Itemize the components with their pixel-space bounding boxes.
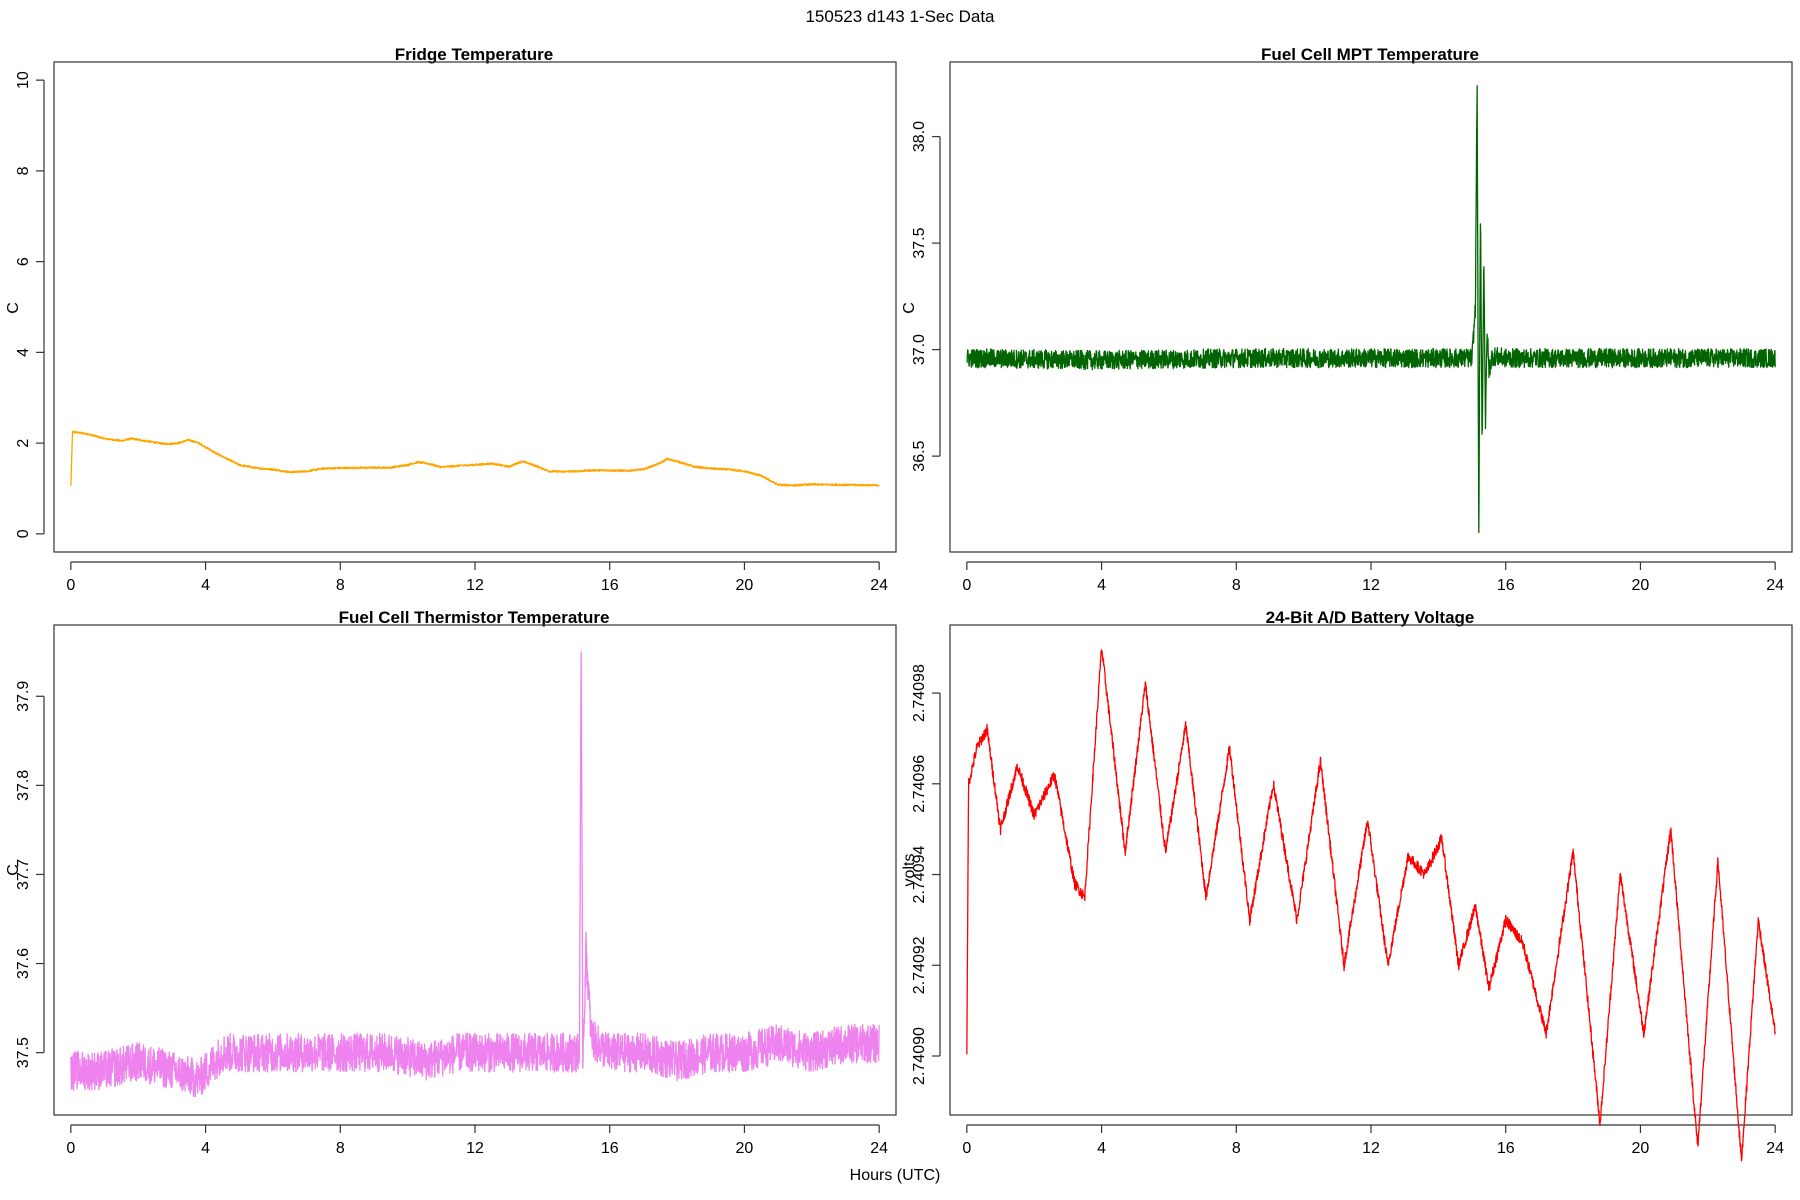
y-tick-label: 2.74092	[911, 936, 928, 994]
y-tick-label: 37.8	[15, 770, 32, 801]
panel-title: Fridge Temperature	[395, 45, 553, 64]
y-tick-label: 2.74090	[911, 1027, 928, 1085]
y-axis: 36.5 37.0 37.5 38.0	[911, 121, 941, 472]
x-tick-label: 20	[736, 577, 754, 594]
x-tick-label: 12	[466, 1140, 484, 1157]
y-axis-label: C	[901, 302, 918, 314]
y-tick-label: 0	[15, 529, 32, 538]
x-tick-label: 20	[1632, 1140, 1650, 1157]
panel-title: Fuel Cell MPT Temperature	[1261, 45, 1479, 64]
plot-frame	[949, 624, 1793, 1116]
y-tick-label: 10	[15, 71, 32, 89]
y-axis: 0 2 4 6 8 10	[15, 71, 45, 538]
x-tick-label: 8	[336, 1140, 345, 1157]
x-axis: 0 4 8 12 16 20 24	[66, 1124, 888, 1157]
x-tick-label: 8	[1232, 577, 1241, 594]
panel-title: 24-Bit A/D Battery Voltage	[1266, 608, 1475, 627]
x-tick-label: 16	[601, 577, 619, 594]
y-tick-label: 36.5	[911, 440, 928, 471]
x-tick-label: 4	[1097, 577, 1106, 594]
x-tick-label: 20	[1632, 577, 1650, 594]
x-axis: 0 4 8 12 16 20 24	[66, 561, 888, 594]
x-tick-label: 24	[870, 1140, 888, 1157]
x-axis: 0 4 8 12 16 20 24	[962, 1124, 1784, 1157]
y-axis-label: C	[5, 864, 22, 876]
data-series-line	[966, 85, 1776, 534]
data-series-line	[70, 430, 880, 487]
x-tick-label: 24	[1766, 577, 1784, 594]
y-tick-label: 8	[15, 166, 32, 175]
y-tick-label: 38.0	[911, 121, 928, 152]
x-tick-label: 24	[870, 577, 888, 594]
x-tick-label: 0	[66, 577, 75, 594]
x-tick-label: 16	[1497, 577, 1515, 594]
x-tick-label: 8	[1232, 1140, 1241, 1157]
y-tick-label: 4	[15, 348, 32, 357]
y-tick-label: 2	[15, 439, 32, 448]
fuel-cell-thermistor-temperature-panel: Fuel Cell Thermistor Temperature C 0 4 8 12…	[5, 608, 897, 1157]
y-tick-label: 37.9	[15, 681, 32, 712]
y-tick-label: 2.74096	[911, 755, 928, 813]
x-tick-label: 16	[1497, 1140, 1515, 1157]
y-tick-label: 37.7	[15, 859, 32, 890]
shared-x-axis-label: Hours (UTC)	[850, 1167, 941, 1184]
figure-title: 150523 d143 1-Sec Data	[805, 7, 995, 26]
x-tick-label: 4	[201, 1140, 210, 1157]
x-tick-label: 20	[736, 1140, 754, 1157]
data-series-line	[70, 651, 880, 1098]
y-axis-label: C	[5, 302, 22, 314]
plot-frame	[53, 624, 897, 1116]
y-tick-label: 37.6	[15, 948, 32, 979]
y-tick-label: 6	[15, 257, 32, 266]
x-tick-label: 12	[466, 577, 484, 594]
x-tick-label: 16	[601, 1140, 619, 1157]
x-tick-label: 0	[962, 577, 971, 594]
x-tick-label: 8	[336, 577, 345, 594]
x-tick-label: 4	[1097, 1140, 1106, 1157]
x-tick-label: 24	[1766, 1140, 1784, 1157]
battery-voltage-panel: 24-Bit A/D Battery Voltage volts 0 4 8 12 16…	[901, 608, 1793, 1162]
y-tick-label: 37.0	[911, 334, 928, 365]
y-tick-label: 37.5	[911, 227, 928, 258]
x-tick-label: 12	[1362, 577, 1380, 594]
y-axis: 2.74090 2.74092 2.74094 2.74096 2.74098	[911, 664, 941, 1085]
y-axis: 37.5 37.6 37.7 37.8 37.9	[15, 681, 45, 1068]
y-axis-label: volts	[901, 854, 918, 887]
plot-frame	[53, 61, 897, 553]
y-tick-label: 37.5	[15, 1037, 32, 1068]
fuel-cell-mpt-temperature-panel: Fuel Cell MPT Temperature C 0 4 8 12 16 20 24 3…	[901, 45, 1793, 594]
y-tick-label: 2.74098	[911, 664, 928, 722]
data-series-line	[966, 649, 1776, 1162]
y-tick-label: 2.74094	[911, 846, 928, 904]
x-tick-label: 4	[201, 577, 210, 594]
panel-title: Fuel Cell Thermistor Temperature	[339, 608, 610, 627]
x-tick-label: 0	[66, 1140, 75, 1157]
x-axis: 0 4 8 12 16 20 24	[962, 561, 1784, 594]
x-tick-label: 12	[1362, 1140, 1380, 1157]
x-tick-label: 0	[962, 1140, 971, 1157]
plot-frame	[949, 61, 1793, 553]
